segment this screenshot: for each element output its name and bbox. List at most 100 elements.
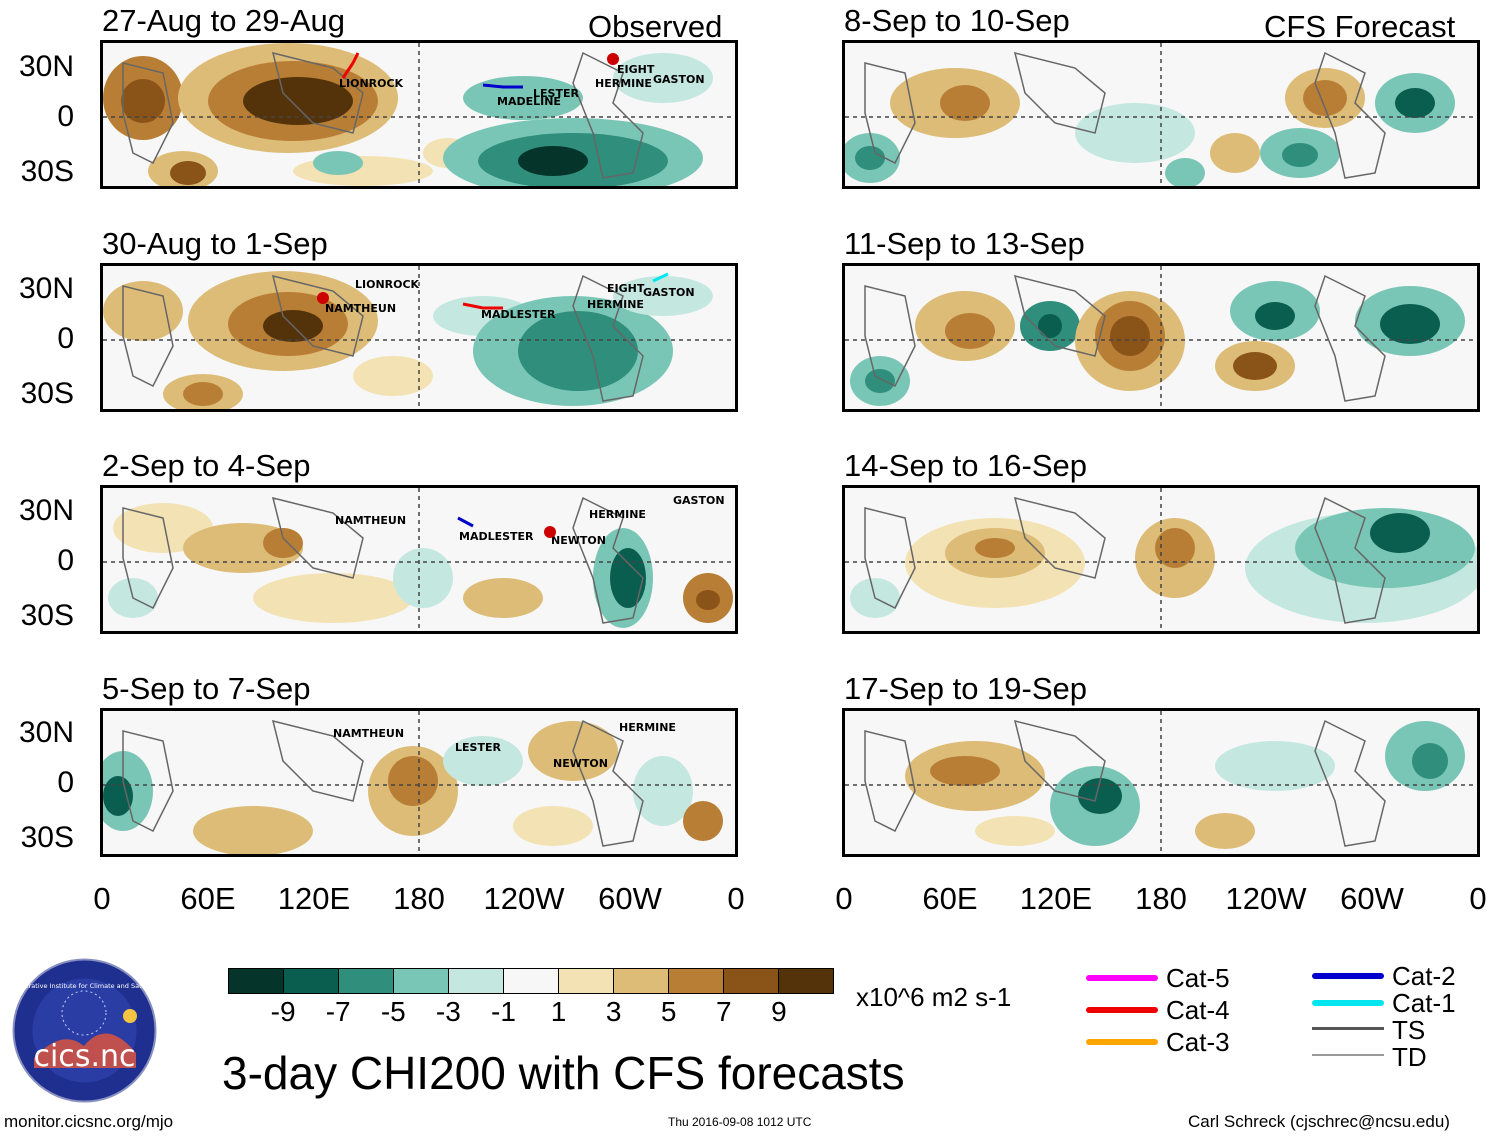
legend-label-ts: TS bbox=[1392, 1015, 1426, 1045]
colorbar-labels: -9 -7 -5 -3 -1 1 3 5 7 9 bbox=[228, 996, 834, 1028]
observed-label: Observed bbox=[588, 9, 723, 44]
storm-label: NAMTHEUN bbox=[335, 514, 406, 527]
storm-label: LIONROCK bbox=[339, 77, 404, 90]
legend-label-cat-5: Cat-5 bbox=[1166, 963, 1230, 993]
lon-label: 60E bbox=[922, 881, 978, 916]
cics-logo: cics.nc Cooperative Institute for Climat… bbox=[8, 958, 162, 1103]
lon-label: 120E bbox=[277, 881, 351, 916]
colorbar-swatch bbox=[283, 969, 338, 993]
storm-label: EIGHT bbox=[617, 63, 655, 76]
storm-label: NAMTHEUN bbox=[333, 727, 404, 740]
lon-label: 0 bbox=[727, 881, 745, 916]
colorbar-tick-label: -5 bbox=[380, 996, 406, 1027]
colorbar-swatch bbox=[778, 969, 833, 993]
colorbar bbox=[228, 968, 834, 994]
map-panel-obs-1: LIONROCK MADELINE LESTER HERMINE EIGHT G… bbox=[100, 40, 738, 189]
lat-label-eq: 0 bbox=[57, 766, 74, 799]
panel-title-fc-3: 14-Sep to 16-Sep bbox=[844, 448, 1088, 483]
panel-title-fc-4: 17-Sep to 19-Sep bbox=[844, 671, 1088, 706]
colorbar-tick-label: -3 bbox=[435, 996, 461, 1027]
lon-label: 180 bbox=[1135, 881, 1187, 916]
colorbar-tick-label: 3 bbox=[605, 996, 622, 1027]
map-panel-obs-3: NAMTHEUN MADLESTER NEWTON HERMINE GASTON bbox=[100, 485, 738, 634]
colorbar-swatch bbox=[393, 969, 448, 993]
storm-label: HERMINE bbox=[595, 77, 652, 90]
storm-label: LESTER bbox=[455, 741, 501, 754]
map-panel-fc-3 bbox=[842, 485, 1480, 634]
legend-label-td: TD bbox=[1392, 1042, 1427, 1072]
legend-line-cat-4 bbox=[1086, 1007, 1158, 1013]
map-panel-fc-4 bbox=[842, 708, 1480, 857]
lat-label-eq: 0 bbox=[57, 100, 74, 133]
lon-label: 120E bbox=[1019, 881, 1093, 916]
lat-label-eq: 0 bbox=[57, 544, 74, 577]
storm-label: GASTON bbox=[653, 73, 705, 86]
storm-label: HERMINE bbox=[587, 298, 644, 311]
lat-label-30n: 30N bbox=[18, 272, 74, 305]
map-panel-fc-1 bbox=[842, 40, 1480, 189]
map-panel-obs-2: LIONROCK NAMTHEUN MADLESTER EIGHT GASTON… bbox=[100, 263, 738, 412]
lat-label-30n: 30N bbox=[18, 494, 74, 527]
colorbar-swatch bbox=[613, 969, 668, 993]
lat-label-30n: 30N bbox=[18, 716, 74, 749]
storm-label: MADLESTER bbox=[459, 530, 534, 543]
storm-label: LESTER bbox=[533, 87, 579, 100]
colorbar-tick-label: 7 bbox=[716, 996, 732, 1027]
panel-title-obs-4: 5-Sep to 7-Sep bbox=[102, 671, 311, 706]
storm-label: LIONROCK bbox=[355, 278, 420, 291]
storm-label: NAMTHEUN bbox=[325, 302, 396, 315]
storm-label: EIGHT bbox=[607, 282, 645, 295]
colorbar-swatch bbox=[338, 969, 393, 993]
lon-label: 60W bbox=[1340, 881, 1404, 916]
footer-url: monitor.cicsnc.org/mjo bbox=[4, 1112, 174, 1131]
legend-label-cat-4: Cat-4 bbox=[1166, 995, 1230, 1025]
colorbar-tick-label: 5 bbox=[660, 996, 677, 1027]
lon-label: 60W bbox=[598, 881, 662, 916]
legend-line-cat-3 bbox=[1086, 1039, 1158, 1045]
storm-label: NEWTON bbox=[553, 757, 608, 770]
colorbar-tick-label: -1 bbox=[491, 996, 516, 1027]
storm-label: HERMINE bbox=[619, 721, 676, 734]
storm-label: GASTON bbox=[643, 286, 695, 299]
panel-title-obs-3: 2-Sep to 4-Sep bbox=[102, 448, 311, 483]
legend-line-cat-5 bbox=[1086, 975, 1158, 981]
legend-line-cat-2 bbox=[1312, 973, 1384, 979]
lat-label-30s: 30S bbox=[20, 599, 74, 632]
colorbar-swatch bbox=[723, 969, 778, 993]
panel-title-obs-1: 27-Aug to 29-Aug bbox=[102, 3, 346, 38]
colorbar-swatch bbox=[668, 969, 723, 993]
colorbar-swatch bbox=[503, 969, 558, 993]
track-legend: Cat-5 Cat-4 Cat-3 Cat-2 Cat-1 TS TD bbox=[1080, 962, 1500, 1082]
colorbar-tick-label: 9 bbox=[771, 996, 787, 1027]
legend-line-ts bbox=[1312, 1027, 1384, 1030]
lon-label: 60E bbox=[180, 881, 236, 916]
legend-label-cat-3: Cat-3 bbox=[1166, 1027, 1230, 1057]
map-panel-fc-2 bbox=[842, 263, 1480, 412]
footer-timestamp: Thu 2016-09-08 1012 UTC bbox=[668, 1115, 812, 1129]
main-title: 3-day CHI200 with CFS forecasts bbox=[222, 1047, 905, 1099]
lon-label: 120W bbox=[1225, 881, 1307, 916]
lat-label-30s: 30S bbox=[20, 377, 74, 410]
logo-ring-text: Cooperative Institute for Climate and Sa… bbox=[12, 982, 157, 990]
colorbar-swatch bbox=[229, 969, 283, 993]
storm-label: HERMINE bbox=[589, 508, 646, 521]
colorbar-units: x10^6 m2 s-1 bbox=[856, 982, 1012, 1012]
panel-title-fc-2: 11-Sep to 13-Sep bbox=[844, 226, 1085, 261]
footer-author: Carl Schreck (cjschrec@ncsu.edu) bbox=[1188, 1112, 1450, 1131]
lat-label-30s: 30S bbox=[20, 155, 74, 188]
colorbar-tick-label: -7 bbox=[325, 996, 351, 1027]
panel-title-fc-1: 8-Sep to 10-Sep bbox=[844, 3, 1070, 38]
lat-label-30n: 30N bbox=[18, 50, 74, 83]
storm-label: MADELINE bbox=[497, 95, 561, 108]
lat-label-30s: 30S bbox=[20, 821, 74, 854]
forecast-label: CFS Forecast bbox=[1264, 9, 1456, 44]
legend-label-cat-2: Cat-2 bbox=[1392, 961, 1456, 991]
colorbar-tick-label: 1 bbox=[550, 996, 567, 1027]
colorbar-tick-label: -9 bbox=[270, 996, 296, 1027]
map-panel-obs-4: NAMTHEUN LESTER NEWTON HERMINE bbox=[100, 708, 738, 857]
lon-label: 180 bbox=[393, 881, 445, 916]
logo-text: cics.nc bbox=[34, 1039, 136, 1074]
lon-label: 120W bbox=[483, 881, 565, 916]
lat-label-eq: 0 bbox=[57, 322, 74, 355]
legend-label-cat-1: Cat-1 bbox=[1392, 988, 1456, 1018]
